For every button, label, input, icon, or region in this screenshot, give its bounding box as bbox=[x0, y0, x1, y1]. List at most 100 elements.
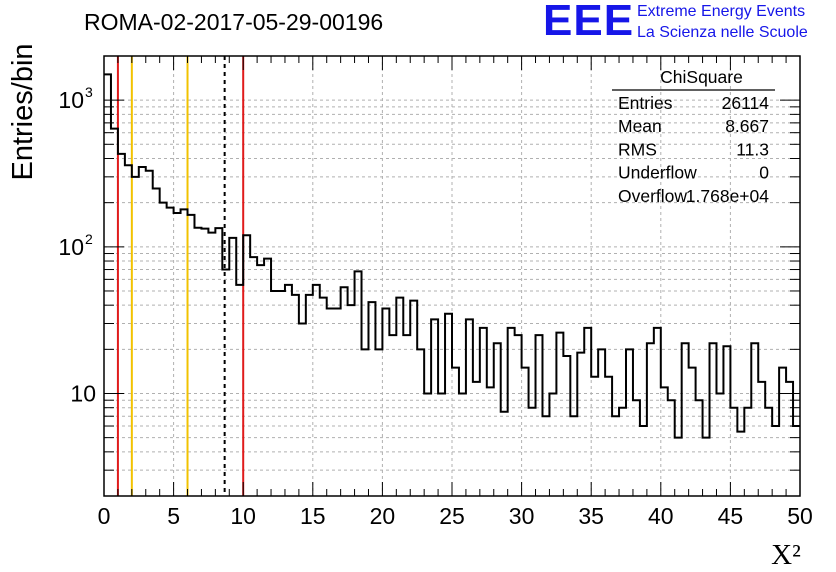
x-tick-label: 35 bbox=[578, 503, 604, 529]
histogram-bin bbox=[250, 257, 257, 258]
histogram-bin bbox=[556, 333, 563, 334]
histogram-layer bbox=[104, 73, 800, 439]
histogram-bin bbox=[716, 393, 723, 394]
eee-logo-line1: Extreme Energy Events bbox=[637, 3, 806, 20]
histogram-bin bbox=[222, 270, 229, 271]
eee-logo: EEE bbox=[543, 0, 635, 45]
histogram-bin bbox=[355, 271, 362, 272]
histogram-bin bbox=[445, 314, 452, 315]
histogram-bin bbox=[591, 377, 598, 378]
histogram-bin bbox=[396, 298, 403, 299]
histogram-bin bbox=[654, 328, 661, 329]
histogram-bin bbox=[487, 387, 494, 388]
histogram-bin bbox=[689, 368, 696, 369]
histogram-bin bbox=[188, 215, 195, 216]
stats-label: Mean bbox=[618, 116, 662, 136]
histogram-bin bbox=[459, 393, 466, 394]
histogram-bin bbox=[417, 349, 424, 350]
histogram-bin bbox=[668, 400, 675, 401]
histogram-bin bbox=[744, 408, 751, 409]
stats-box: ChiSquare Entries 26114 Mean 8.667 RMS 11.3 Und… bbox=[612, 67, 775, 206]
histogram-bin bbox=[536, 335, 543, 336]
x-tick-label: 20 bbox=[370, 503, 396, 529]
histogram-bin bbox=[522, 368, 529, 369]
x-tick-label: 45 bbox=[718, 503, 744, 529]
histogram-bin bbox=[215, 228, 222, 229]
y-tick-exponent: 2 bbox=[85, 231, 93, 247]
histogram-bin bbox=[285, 285, 292, 286]
stats-label: Entries bbox=[618, 93, 673, 113]
y-tick-label: 10 bbox=[58, 234, 84, 260]
histogram-bin bbox=[368, 302, 375, 303]
histogram-bin bbox=[765, 408, 772, 409]
histogram-bin bbox=[271, 291, 278, 292]
histogram-bin bbox=[619, 408, 626, 409]
stats-title: ChiSquare bbox=[660, 67, 743, 87]
histogram-bin bbox=[257, 265, 264, 266]
x-tick-label: 5 bbox=[167, 503, 180, 529]
histogram-bin bbox=[508, 328, 515, 329]
x-tick-label: 50 bbox=[787, 503, 813, 529]
histogram-bin bbox=[466, 319, 473, 320]
histogram-bin bbox=[313, 285, 320, 286]
histogram-bin bbox=[633, 400, 640, 401]
histogram-bin bbox=[786, 382, 793, 383]
histogram-bin bbox=[327, 308, 334, 309]
histogram-bin bbox=[125, 165, 132, 166]
histogram-bin bbox=[201, 229, 208, 230]
histogram-bin bbox=[758, 382, 765, 383]
histogram-bin bbox=[174, 213, 181, 214]
x-tick-label: 40 bbox=[648, 503, 674, 529]
histogram-bin bbox=[494, 343, 501, 344]
histogram-bin bbox=[737, 432, 744, 433]
histogram-bin bbox=[438, 393, 445, 394]
histogram-bin bbox=[605, 377, 612, 378]
histogram-bin bbox=[501, 412, 508, 413]
histogram-bin bbox=[320, 298, 327, 299]
eee-logo-line2: La Scienza nelle Scuole bbox=[637, 24, 808, 41]
histogram-bin bbox=[626, 349, 633, 350]
histogram-bin bbox=[563, 356, 570, 357]
histogram-bin bbox=[675, 438, 682, 439]
histogram-bin bbox=[236, 285, 243, 286]
histogram-bin bbox=[529, 408, 536, 409]
histogram-bin bbox=[723, 346, 730, 347]
stats-label: Underflow bbox=[618, 163, 697, 183]
y-axis-title: Entries/bin bbox=[7, 43, 39, 180]
histogram-bin bbox=[772, 426, 779, 427]
x-tick-label: 15 bbox=[300, 503, 326, 529]
grid-layer bbox=[104, 56, 800, 496]
stats-value: 1.768e+04 bbox=[686, 186, 769, 206]
histogram-bin bbox=[612, 416, 619, 417]
histogram-bin bbox=[194, 228, 201, 229]
histogram-bin bbox=[779, 368, 786, 369]
marker-lines-layer bbox=[116, 56, 245, 496]
x-tick-label: 25 bbox=[439, 503, 465, 529]
histogram-bin bbox=[167, 208, 174, 209]
histogram-bin bbox=[264, 259, 271, 260]
stats-label: Overflow bbox=[618, 186, 687, 206]
histogram-bin bbox=[389, 335, 396, 336]
histogram-outline bbox=[104, 73, 800, 439]
histogram-bin bbox=[153, 188, 160, 189]
stats-value: 0 bbox=[759, 163, 769, 183]
x-tick-label: 10 bbox=[230, 503, 256, 529]
histogram-bin bbox=[375, 349, 382, 350]
histogram-bin bbox=[341, 287, 348, 288]
histogram-bin bbox=[104, 74, 111, 75]
histogram-bin bbox=[306, 295, 313, 296]
histogram-bin bbox=[577, 353, 584, 354]
stats-label: RMS bbox=[618, 139, 657, 159]
histogram-bin bbox=[515, 335, 522, 336]
x-tick-label: 30 bbox=[509, 503, 535, 529]
histogram-bin bbox=[703, 438, 710, 439]
histogram-bin bbox=[647, 343, 654, 344]
histogram-bin bbox=[348, 305, 355, 306]
histogram-bin bbox=[598, 349, 605, 350]
stats-value: 26114 bbox=[722, 93, 770, 113]
x-axis-title: X² bbox=[771, 539, 801, 571]
x-tick-label: 0 bbox=[98, 503, 111, 529]
histogram-bin bbox=[139, 167, 146, 168]
histogram-bin bbox=[243, 235, 250, 236]
